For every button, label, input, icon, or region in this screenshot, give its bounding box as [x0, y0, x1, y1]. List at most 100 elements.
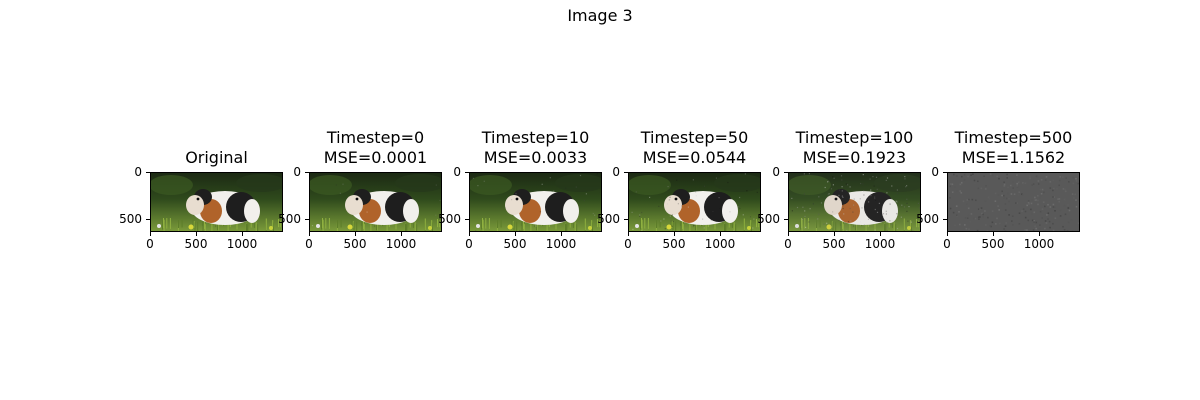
grass-blade: [255, 222, 257, 231]
noise-speck: [989, 225, 991, 227]
grass-blade: [217, 223, 219, 231]
noise-speck: [1008, 200, 1010, 203]
noise-speck: [592, 212, 594, 215]
grass-blade: [644, 218, 646, 229]
panel-image: [947, 172, 1080, 232]
y-tick-mark: [784, 172, 788, 173]
noise-speck: [1071, 193, 1074, 195]
grass-blade: [405, 224, 407, 231]
noise-speck: [954, 224, 956, 227]
noise-speck: [966, 217, 969, 219]
noise-speck: [991, 221, 994, 224]
noise-speck: [891, 220, 893, 222]
noise-speck: [838, 194, 840, 196]
x-tick-label: 0: [943, 237, 951, 251]
noise-speck: [1030, 202, 1033, 205]
noise-speck: [1033, 221, 1035, 223]
noise-speck: [826, 222, 828, 224]
grass-blade: [437, 219, 438, 228]
noise-speck: [1041, 188, 1044, 191]
foliage-blob: [555, 174, 601, 192]
noise-speck: [847, 221, 850, 223]
noise-speck: [1072, 182, 1075, 185]
noise-speck: [435, 214, 437, 216]
grass-blade: [680, 221, 682, 231]
noise-speck: [1024, 216, 1027, 219]
guinea-pig-rear: [563, 199, 579, 223]
noise-speck: [885, 213, 887, 215]
noise-speck: [649, 196, 651, 198]
noise-speck: [896, 227, 899, 230]
grass-blade: [217, 223, 219, 231]
noise-speck: [875, 199, 877, 202]
noise-speck: [843, 213, 845, 215]
y-tick-mark: [305, 172, 309, 173]
grass-blade: [819, 219, 821, 228]
noise-speck: [873, 185, 875, 187]
noise-speck: [1007, 192, 1009, 195]
noise-speck: [668, 199, 670, 201]
flower: [795, 224, 799, 228]
noise-speck: [342, 183, 344, 185]
noise-speck: [796, 206, 799, 209]
grass-blade: [253, 220, 255, 228]
noise-speck: [635, 191, 637, 193]
flower: [316, 224, 320, 228]
noise-speck: [583, 200, 585, 202]
noise-speck: [712, 210, 714, 213]
noise-speck: [1008, 197, 1010, 200]
noise-speck: [1005, 197, 1008, 200]
grass-blade: [361, 221, 363, 231]
noise-speck: [1024, 182, 1027, 184]
guinea-pig-eye: [834, 197, 838, 201]
noise-speck: [1003, 194, 1005, 197]
noise-speck: [805, 226, 807, 228]
noise-speck: [862, 183, 864, 185]
noise-speck: [1017, 194, 1020, 196]
noise-speck: [896, 201, 898, 203]
noise-speck: [710, 219, 712, 221]
noise-speck: [984, 188, 987, 190]
noise-speck: [949, 207, 952, 210]
noise-speck: [1037, 180, 1040, 182]
noise-speck: [841, 195, 843, 197]
noise-speck: [1032, 183, 1035, 185]
noise-speck: [672, 220, 674, 222]
noise-speck: [982, 213, 984, 216]
panel-title: Timestep=500 MSE=1.1562: [929, 128, 1099, 168]
grass-blade: [641, 218, 642, 229]
x-tick-label: 0: [146, 237, 154, 251]
noise-speck: [1067, 207, 1070, 209]
noise-speck: [1026, 204, 1028, 207]
noise-speck: [1062, 176, 1064, 178]
noise-speck: [978, 218, 980, 220]
grass-blade: [370, 224, 372, 231]
noise-speck: [1026, 229, 1028, 231]
noise-speck: [1015, 202, 1018, 204]
panel-title: Timestep=100 MSE=0.1923: [770, 128, 940, 168]
panel-title-line: Original: [185, 148, 248, 167]
noise-speck: [827, 180, 830, 182]
noise-speck: [954, 186, 956, 188]
grass-blade: [865, 223, 867, 231]
noise-speck: [959, 190, 961, 192]
noise-speck: [827, 181, 829, 183]
grass-blade: [731, 220, 733, 228]
x-tick-mark: [720, 232, 721, 236]
foliage-blob: [714, 174, 760, 192]
guinea-pig-rear: [403, 199, 419, 223]
noise-speck: [1071, 230, 1074, 231]
noise-speck: [641, 230, 643, 231]
noise-speck: [1039, 188, 1042, 191]
grass-blade: [536, 223, 538, 231]
x-tick-label: 500: [503, 237, 527, 251]
noise-speck: [989, 173, 992, 175]
noise-speck: [963, 179, 966, 181]
grass-blade: [849, 224, 851, 231]
grass-blade: [325, 218, 327, 229]
noise-speck: [1037, 199, 1039, 202]
noise-speck: [967, 207, 970, 210]
grass-blade: [546, 223, 548, 231]
flower: [428, 226, 432, 230]
guinea-pig-face: [186, 195, 204, 215]
